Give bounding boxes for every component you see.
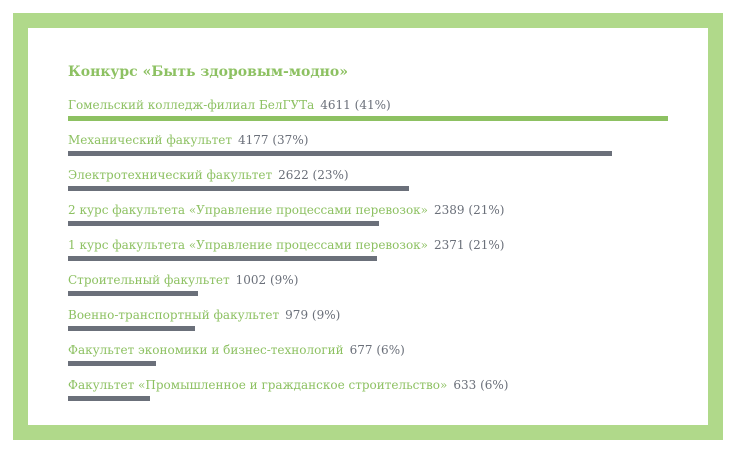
bar bbox=[68, 186, 409, 191]
category-label: 1 курс факультета «Управление процессами… bbox=[68, 237, 668, 253]
category-name: Электротехнический факультет bbox=[68, 168, 273, 182]
data-label: 677 (6%) bbox=[349, 343, 405, 357]
chart-title: Конкурс «Быть здоровым-модно» bbox=[68, 64, 349, 80]
category-name: Механический факультет bbox=[68, 133, 233, 147]
bar-row: Факультет «Промышленное и гражданское ст… bbox=[68, 377, 668, 412]
data-label: 2389 (21%) bbox=[434, 203, 505, 217]
bar-row: Факультет экономики и бизнес-технологий 6… bbox=[68, 342, 668, 377]
category-label: Строительный факультет 1002 (9%) bbox=[68, 272, 668, 288]
data-label: 2371 (21%) bbox=[434, 238, 505, 252]
bar bbox=[68, 361, 156, 366]
data-label: 1002 (9%) bbox=[235, 273, 299, 287]
bar-row: Механический факультет 4177 (37%) bbox=[68, 132, 668, 167]
category-name: Факультет экономики и бизнес-технологий bbox=[68, 343, 344, 357]
category-label: Военно-транспортный факультет 979 (9%) bbox=[68, 307, 668, 323]
bar bbox=[68, 291, 198, 296]
category-label: Механический факультет 4177 (37%) bbox=[68, 132, 668, 148]
data-label: 633 (6%) bbox=[453, 378, 509, 392]
category-label: Факультет «Промышленное и гражданское ст… bbox=[68, 377, 668, 393]
bar-row: Электротехнический факультет 2622 (23%) bbox=[68, 167, 668, 202]
category-label: Факультет экономики и бизнес-технологий 6… bbox=[68, 342, 668, 358]
category-name: Гомельский колледж-филиал БелГУТа bbox=[68, 98, 315, 112]
category-name: 1 курс факультета «Управление процессами… bbox=[68, 238, 429, 252]
bar bbox=[68, 221, 379, 226]
bar-row: Военно-транспортный факультет 979 (9%) bbox=[68, 307, 668, 342]
data-label: 4177 (37%) bbox=[238, 133, 309, 147]
bar bbox=[68, 396, 150, 401]
bar-row: 2 курс факультета «Управление процессами… bbox=[68, 202, 668, 237]
bar-row: Строительный факультет 1002 (9%) bbox=[68, 272, 668, 307]
category-name: Факультет «Промышленное и гражданское ст… bbox=[68, 378, 448, 392]
category-name: 2 курс факультета «Управление процессами… bbox=[68, 203, 429, 217]
data-label: 2622 (23%) bbox=[278, 168, 349, 182]
bar-row: 1 курс факультета «Управление процессами… bbox=[68, 237, 668, 272]
bar bbox=[68, 151, 612, 156]
data-label: 4611 (41%) bbox=[320, 98, 391, 112]
category-label: Гомельский колледж-филиал БелГУТа 4611 (4… bbox=[68, 97, 668, 113]
bar bbox=[68, 116, 668, 121]
bar bbox=[68, 256, 377, 261]
chart-panel: Конкурс «Быть здоровым-модно» Гомельский… bbox=[28, 28, 708, 425]
bar-row: Гомельский колледж-филиал БелГУТа 4611 (4… bbox=[68, 97, 668, 132]
data-label: 979 (9%) bbox=[285, 308, 341, 322]
category-label: Электротехнический факультет 2622 (23%) bbox=[68, 167, 668, 183]
category-name: Военно-транспортный факультет bbox=[68, 308, 280, 322]
bar-rows: Гомельский колледж-филиал БелГУТа 4611 (4… bbox=[68, 97, 668, 412]
bar bbox=[68, 326, 195, 331]
chart-frame: Конкурс «Быть здоровым-модно» Гомельский… bbox=[13, 13, 723, 440]
category-label: 2 курс факультета «Управление процессами… bbox=[68, 202, 668, 218]
category-name: Строительный факультет bbox=[68, 273, 230, 287]
